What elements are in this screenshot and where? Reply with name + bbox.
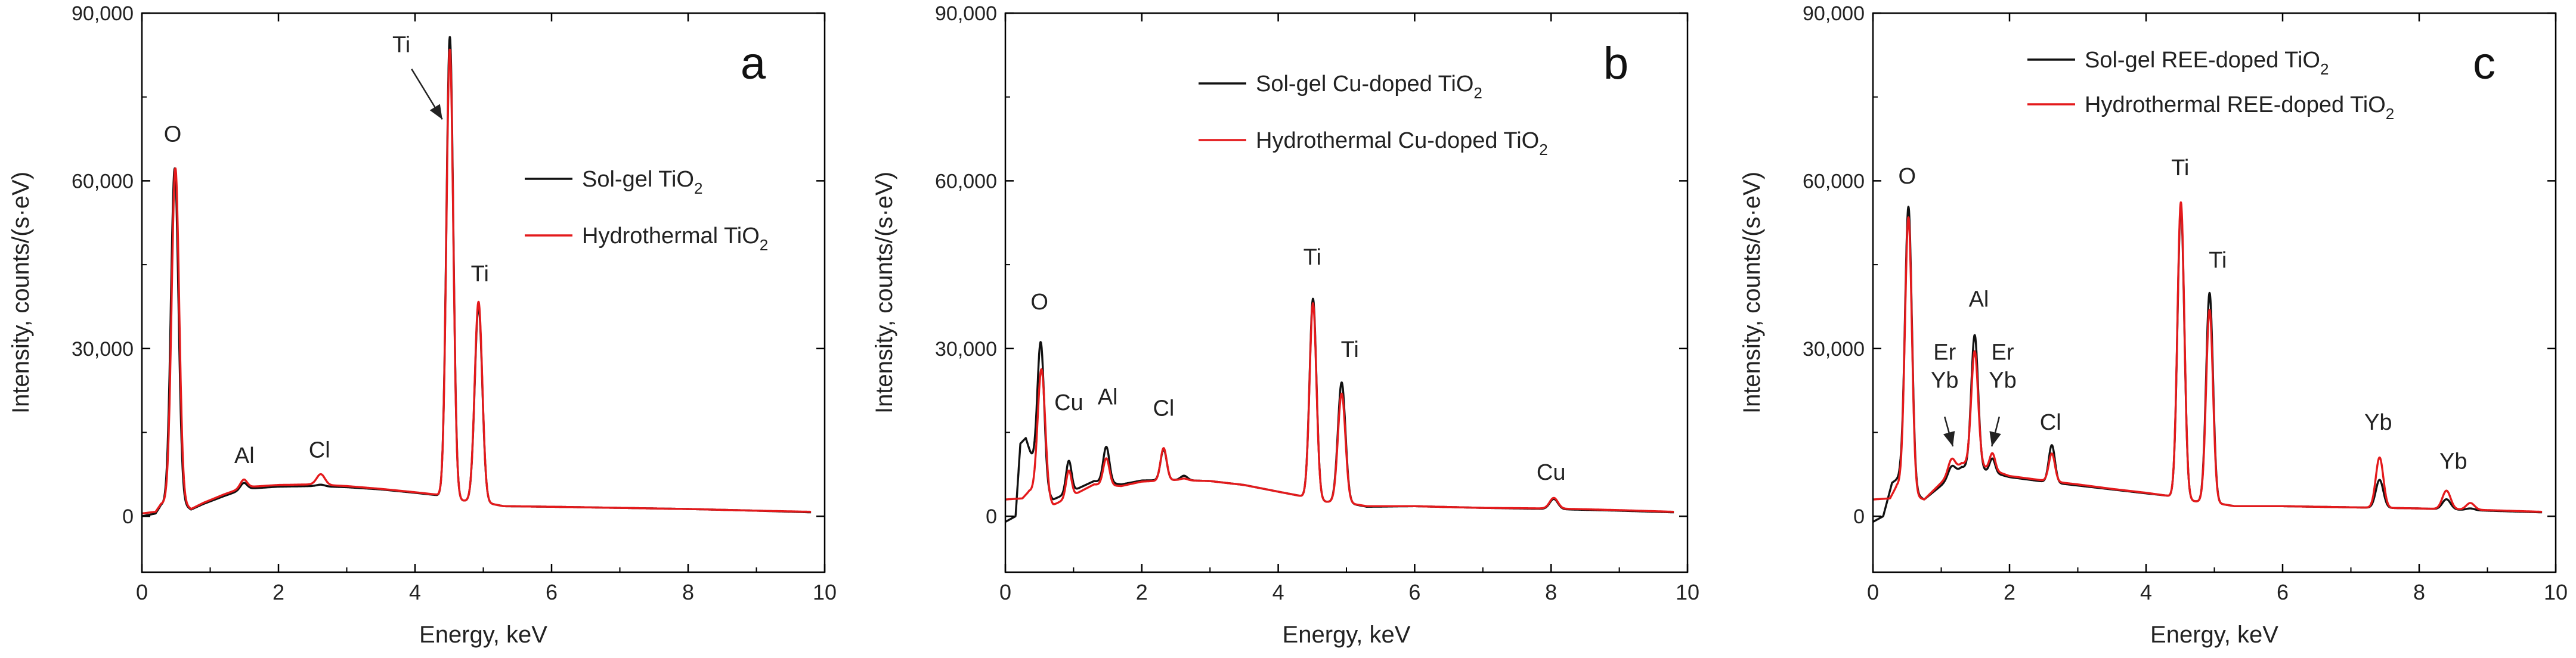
peak-label: Yb (2439, 449, 2467, 474)
chart-panel-b: 0 2 4 6 8 10 0 30,000 60,000 90,000 Energy, keV Int… (871, 2, 1699, 648)
peak-label: Al (1098, 385, 1118, 410)
x-tick-label: 6 (2277, 580, 2289, 604)
y-axis-label: Intensity, counts/(s·eV) (871, 172, 897, 414)
x-axis-label: Energy, keV (1283, 622, 1411, 648)
series-line-hydrothermal (1004, 302, 1675, 513)
x-tick-label: 8 (1545, 580, 1557, 604)
peak-label: Ti (392, 33, 410, 58)
x-axis-label: Energy, keV (419, 622, 547, 648)
chart-panel-c: 0 2 4 6 8 10 0 30,000 60,000 90,000 Energy, keV Int… (1739, 2, 2568, 648)
peak-label: Al (234, 443, 255, 468)
peak-label: Cu (1054, 390, 1083, 415)
annotation-arrow-head (1943, 431, 1955, 446)
y-tick-label: 60,000 (935, 170, 997, 193)
series-line-hydrothermal (141, 48, 812, 515)
y-tick-label: 90,000 (72, 2, 134, 25)
x-tick-label: 2 (273, 580, 284, 604)
y-tick-label: 0 (986, 505, 997, 528)
peak-label: O (164, 122, 182, 147)
peak-label: Al (1969, 287, 1989, 312)
peak-label: Cu (1537, 460, 1566, 485)
peak-label: Ti (1341, 337, 1359, 362)
legend-entry: Sol-gel TiO2 (582, 167, 702, 197)
peak-label: Yb (2364, 410, 2392, 435)
legend-entry: Hydrothermal TiO2 (582, 224, 768, 254)
peak-label: Cl (2040, 410, 2061, 435)
panel-label: a (741, 38, 766, 89)
x-tick-label: 10 (813, 580, 837, 604)
x-tick-label: 2 (1136, 580, 1148, 604)
annotation-arrow-head (1989, 431, 2001, 446)
x-tick-label: 10 (1676, 580, 1699, 604)
y-tick-label: 0 (122, 505, 134, 528)
y-tick-label: 90,000 (935, 2, 997, 25)
peak-label: Ti (471, 262, 489, 287)
x-tick-label: 4 (2140, 580, 2152, 604)
y-tick-label: 30,000 (72, 338, 134, 361)
x-tick-label: 0 (1867, 580, 1879, 604)
peak-label: Yb (1989, 368, 2016, 393)
x-tick-label: 10 (2544, 580, 2568, 604)
peak-label: Ti (2209, 248, 2227, 273)
x-axis-label: Energy, keV (2150, 622, 2278, 648)
legend-entry: Hydrothermal Cu-doped TiO2 (1256, 128, 1548, 159)
y-tick-label: 30,000 (935, 338, 997, 361)
x-tick-label: 6 (1408, 580, 1420, 604)
x-tick-label: 8 (2413, 580, 2425, 604)
peak-label: Cl (1153, 396, 1174, 421)
x-tick-label: 2 (2004, 580, 2015, 604)
legend-entry: Hydrothermal REE-doped TiO2 (2085, 92, 2394, 123)
series-line-hydrothermal (1872, 201, 2543, 513)
legend-entry: Sol-gel REE-doped TiO2 (2085, 48, 2329, 78)
peak-label: Ti (1304, 245, 1321, 270)
peak-label: O (1898, 164, 1916, 189)
peak-label: Er (1992, 340, 2014, 365)
panel-label: c (2473, 38, 2496, 89)
y-axis-label: Intensity, counts/(s·eV) (1739, 172, 1765, 414)
y-tick-label: 60,000 (1803, 170, 1865, 193)
peak-label: Cl (309, 438, 330, 463)
x-tick-label: 4 (1272, 580, 1284, 604)
legend-entry: Sol-gel Cu-doped TiO2 (1256, 72, 1482, 102)
peak-label: Er (1933, 340, 1956, 365)
y-tick-label: 0 (1853, 505, 1865, 528)
x-tick-label: 0 (999, 580, 1011, 604)
y-tick-label: 30,000 (1803, 338, 1865, 361)
y-tick-label: 90,000 (1803, 2, 1865, 25)
y-axis-label: Intensity, counts/(s·eV) (8, 172, 34, 414)
peak-label: Ti (2171, 156, 2189, 181)
y-tick-label: 60,000 (72, 170, 134, 193)
x-tick-label: 0 (136, 580, 148, 604)
x-tick-label: 4 (409, 580, 421, 604)
annotation-arrow-head (429, 104, 442, 120)
panel-label: b (1603, 38, 1628, 89)
peak-label: O (1030, 290, 1048, 315)
x-tick-label: 8 (682, 580, 694, 604)
chart-panel-a: 0 2 4 6 8 10 0 30,000 60,000 90,000 Energy, keV Int… (8, 2, 837, 648)
x-tick-label: 6 (546, 580, 558, 604)
peak-label: Yb (1931, 368, 1958, 393)
